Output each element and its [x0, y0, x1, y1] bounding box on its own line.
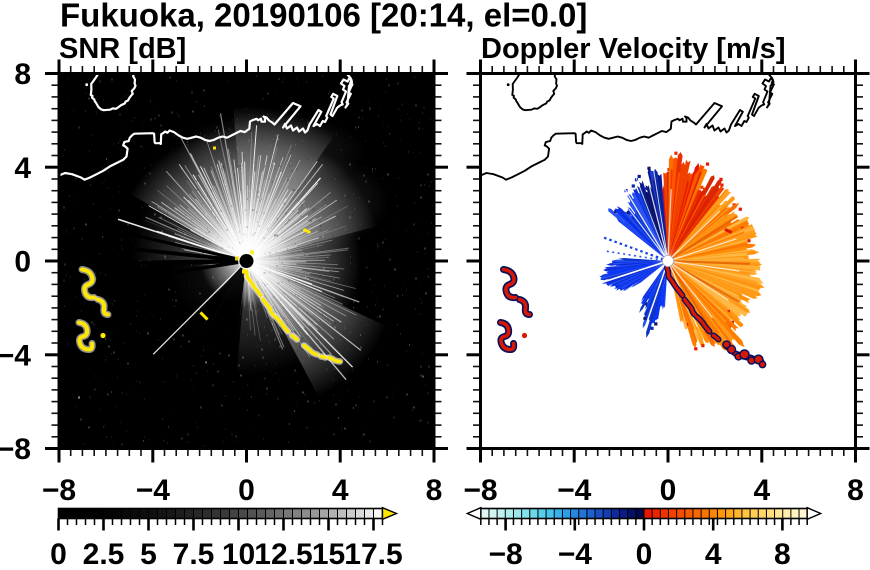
svg-text:Doppler Velocity [m/s]: Doppler Velocity [m/s] — [481, 33, 786, 65]
svg-text:8: 8 — [14, 58, 31, 91]
svg-text:0: 0 — [660, 474, 677, 507]
svg-text:0: 0 — [636, 538, 653, 570]
svg-text:−8: −8 — [463, 474, 497, 507]
svg-text:8: 8 — [426, 474, 443, 507]
svg-text:4: 4 — [753, 474, 770, 507]
svg-text:−4: −4 — [0, 339, 31, 372]
svg-text:4: 4 — [14, 152, 31, 185]
svg-text:5: 5 — [140, 538, 157, 570]
svg-text:−4: −4 — [557, 474, 592, 507]
svg-text:4: 4 — [705, 538, 722, 570]
svg-text:−4: −4 — [558, 538, 593, 570]
svg-text:0: 0 — [50, 538, 67, 570]
svg-text:15: 15 — [312, 538, 345, 570]
svg-text:−8: −8 — [42, 474, 76, 507]
svg-text:−4: −4 — [136, 474, 171, 507]
svg-text:0: 0 — [14, 246, 31, 279]
svg-text:0: 0 — [238, 474, 255, 507]
svg-text:7.5: 7.5 — [173, 538, 215, 570]
svg-text:12.5: 12.5 — [254, 538, 312, 570]
svg-text:−8: −8 — [488, 538, 522, 570]
svg-text:10: 10 — [222, 538, 255, 570]
svg-text:Fukuoka, 20190106 [20:14, el=0: Fukuoka, 20190106 [20:14, el=0.0] — [60, 0, 587, 34]
svg-text:2.5: 2.5 — [83, 538, 125, 570]
svg-text:17.5: 17.5 — [344, 538, 402, 570]
svg-text:8: 8 — [847, 474, 864, 507]
svg-text:4: 4 — [332, 474, 349, 507]
svg-text:−8: −8 — [0, 433, 31, 466]
svg-text:SNR [dB]: SNR [dB] — [59, 33, 186, 65]
svg-text:8: 8 — [774, 538, 791, 570]
